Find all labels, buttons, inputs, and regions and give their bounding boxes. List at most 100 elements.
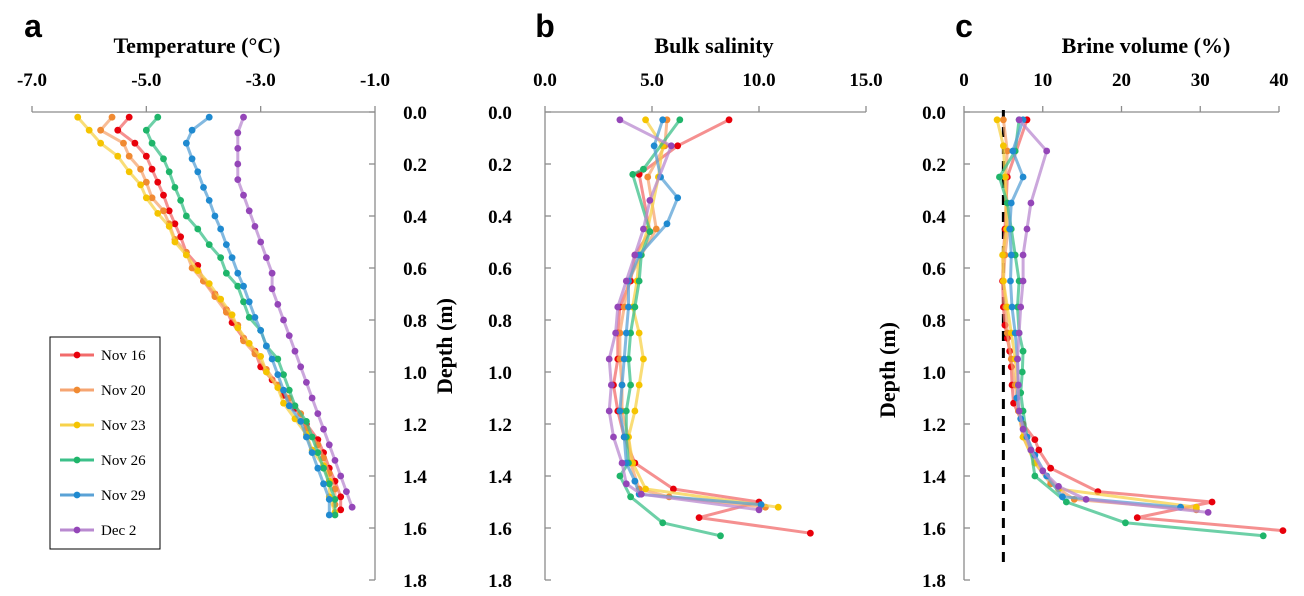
series-line: [1008, 119, 1181, 509]
data-point: [148, 139, 156, 147]
data-point: [1027, 199, 1035, 207]
data-point: [240, 113, 247, 121]
data-point: [114, 152, 122, 160]
legend-entry-label: Nov 29: [101, 488, 146, 504]
x-tick-label-c: 20: [1112, 70, 1131, 91]
data-point: [725, 116, 733, 124]
data-point: [194, 267, 202, 274]
data-point: [314, 449, 322, 456]
data-point: [154, 178, 162, 186]
data-point: [137, 181, 145, 189]
series-line: [618, 119, 766, 509]
data-point: [343, 488, 350, 495]
data-point: [188, 155, 196, 163]
data-point: [177, 233, 185, 241]
data-point: [659, 519, 667, 527]
data-point: [1059, 493, 1066, 501]
data-point: [1031, 472, 1039, 480]
data-point: [262, 254, 270, 261]
y-tick-label-a: 0.4: [403, 207, 427, 228]
data-point: [297, 418, 305, 425]
data-point: [755, 506, 763, 514]
data-point: [993, 116, 1001, 124]
data-point: [74, 113, 82, 121]
series-b-nov-16: [610, 116, 814, 537]
data-point: [274, 301, 282, 308]
data-point: [1014, 381, 1022, 389]
data-point: [650, 142, 658, 150]
y-tick-label-b: 0.0: [488, 103, 512, 124]
x-tick-label-c: 10: [1033, 70, 1052, 91]
data-point: [320, 464, 327, 472]
data-point: [205, 197, 213, 204]
data-point: [274, 355, 282, 363]
y-tick-label-a: 0.2: [403, 155, 427, 176]
data-point: [280, 316, 287, 324]
data-point: [1019, 347, 1027, 355]
y-tick-label-a: 0.0: [403, 103, 427, 124]
y-tick-label-b: 0.4: [488, 207, 512, 228]
y-tick-label-c: 1.8: [922, 571, 946, 592]
data-point: [1019, 173, 1027, 181]
data-point: [222, 269, 230, 277]
y-tick-label-a: 0.8: [403, 311, 427, 332]
x-axis-title-a: Temperature (°C): [113, 33, 280, 58]
legend-swatch-marker: [73, 351, 81, 359]
data-point: [211, 212, 219, 220]
y-tick-label-a: 1.6: [403, 519, 427, 540]
data-point: [142, 194, 150, 202]
x-tick-label-a: -3.0: [246, 70, 276, 91]
data-point: [245, 314, 253, 321]
data-point: [1055, 483, 1062, 490]
y-tick-label-b: 0.8: [488, 311, 512, 332]
series-line: [607, 118, 760, 512]
data-point: [85, 126, 93, 134]
y-tick-label-a: 1.2: [403, 415, 427, 436]
data-point: [806, 529, 814, 537]
data-point: [308, 394, 316, 402]
y-tick-label-c: 1.6: [922, 519, 946, 540]
data-point: [240, 191, 247, 199]
data-point: [652, 225, 660, 233]
data-point: [774, 503, 782, 511]
data-point: [622, 277, 630, 285]
data-point: [1015, 329, 1023, 337]
data-point: [757, 501, 765, 508]
data-point: [120, 139, 127, 147]
data-point: [154, 210, 162, 217]
series-line: [997, 119, 1264, 538]
data-point: [337, 472, 345, 480]
data-point: [717, 532, 724, 540]
data-point: [337, 493, 345, 501]
y-tick-label-b: 1.4: [488, 467, 512, 488]
x-tick-label-b: 5.0: [640, 70, 664, 91]
data-point: [245, 298, 253, 306]
data-point: [1019, 277, 1027, 285]
y-tick-label-b: 0.2: [488, 155, 512, 176]
data-point: [631, 303, 639, 311]
data-point: [627, 381, 634, 389]
data-point: [1031, 436, 1039, 443]
data-point: [125, 152, 133, 160]
data-point: [605, 355, 613, 363]
data-point: [291, 347, 299, 355]
data-point: [663, 220, 671, 228]
data-point: [160, 207, 167, 215]
data-point: [659, 116, 667, 124]
data-point: [622, 480, 630, 488]
data-point: [616, 116, 624, 124]
data-point: [251, 223, 259, 230]
data-point: [1008, 303, 1016, 311]
data-point: [314, 464, 322, 472]
series-a-nov-29: [182, 113, 333, 519]
data-point: [631, 251, 639, 259]
data-point: [1003, 147, 1011, 155]
data-point: [217, 295, 225, 303]
data-point: [320, 480, 327, 488]
data-point: [1015, 407, 1023, 415]
data-point: [996, 173, 1003, 181]
data-point: [1003, 303, 1011, 311]
y-axis-title-c: Depth (m): [875, 322, 900, 418]
data-point: [1019, 425, 1027, 433]
data-point: [125, 113, 133, 121]
